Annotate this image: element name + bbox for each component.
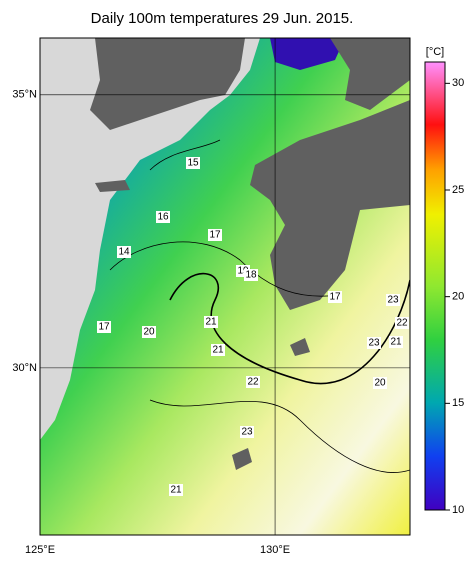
land-yakushima — [290, 338, 310, 356]
contour-label: 20 — [374, 378, 386, 389]
colorbar-tick-label: 20 — [452, 291, 464, 303]
colorbar-tick-label: 30 — [452, 77, 464, 89]
contour-label: 19 — [237, 266, 249, 277]
contour-label-box — [208, 229, 222, 241]
cold-water — [270, 38, 345, 70]
contour-label: 17 — [209, 230, 221, 241]
contour-label-box — [395, 317, 409, 329]
contour-label-box — [373, 377, 387, 389]
contour-label-box — [97, 321, 111, 333]
contour-label-box — [240, 426, 254, 438]
colorbar-tick-label: 15 — [452, 397, 464, 409]
contour-label: 20 — [143, 327, 155, 338]
colorbar-tick-label: 10 — [452, 504, 464, 516]
contour-label-box — [389, 336, 403, 348]
lon-tick-label: 125°E — [25, 544, 55, 556]
contour-label: 23 — [368, 338, 380, 349]
colorbar-tick-label: 25 — [452, 184, 464, 196]
contour-label-box — [169, 484, 183, 496]
land-amami — [232, 448, 252, 470]
contour-label: 23 — [241, 427, 253, 438]
contour-label-box — [244, 269, 258, 281]
contour-label-box — [328, 291, 342, 303]
contour-label: 22 — [247, 377, 259, 388]
contour-label-box — [156, 211, 170, 223]
land-jeju — [95, 180, 130, 192]
colorbar-unit: [°C] — [426, 46, 444, 58]
contour-label-box — [246, 376, 260, 388]
title: Daily 100m temperatures 29 Jun. 2015. — [91, 10, 354, 27]
contour-label: 17 — [98, 322, 110, 333]
colorbar — [424, 61, 446, 511]
contour-label: 22 — [396, 318, 408, 329]
contour-line — [109, 241, 341, 297]
contour-label-box — [204, 316, 218, 328]
contour-label-box — [386, 294, 400, 306]
contour-line — [169, 272, 410, 385]
contour-label: 17 — [329, 292, 341, 303]
contour-label: 16 — [157, 212, 169, 223]
contour-label: 21 — [205, 317, 217, 328]
contour-label: 18 — [245, 270, 257, 281]
contour-line — [149, 139, 221, 171]
contour-label-box — [211, 344, 225, 356]
contour-label-box — [142, 326, 156, 338]
lat-tick-label: 35°N — [12, 89, 37, 101]
contour-label: 21 — [212, 345, 224, 356]
contour-label: 15 — [187, 158, 199, 169]
lat-tick-label: 30°N — [12, 362, 37, 374]
map-field — [40, 38, 410, 535]
land-korea — [90, 38, 245, 130]
contour-label: 21 — [390, 337, 402, 348]
contour-label-box — [117, 246, 131, 258]
contour-label: 21 — [170, 485, 182, 496]
land-honshu — [330, 38, 410, 110]
contour-label: 14 — [118, 247, 130, 258]
contour-label-box — [186, 157, 200, 169]
contour-line — [149, 399, 410, 473]
no-data-area — [40, 38, 260, 440]
contour-label: 23 — [387, 295, 399, 306]
land-kyushu — [250, 100, 410, 310]
lon-tick-label: 130°E — [260, 544, 290, 556]
contour-label-box — [367, 337, 381, 349]
